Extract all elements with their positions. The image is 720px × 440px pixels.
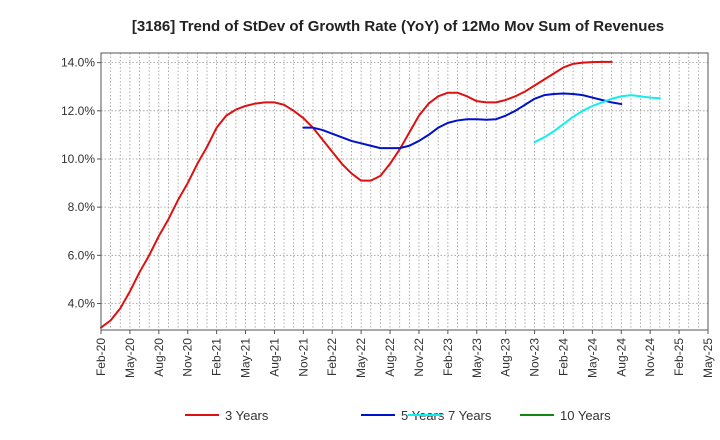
legend: 3 Years 5 Years 7 Years 10 Years xyxy=(185,408,611,423)
x-tick-label: Aug-21 xyxy=(267,338,281,377)
y-tick-label: 4.0% xyxy=(68,297,96,311)
plot-series xyxy=(100,60,661,329)
series-line-3-years xyxy=(100,60,613,329)
y-axis: 4.0% 6.0% 8.0% 10.0% 12.0% 14.0% xyxy=(61,56,101,311)
x-tick-label: Nov-23 xyxy=(528,338,542,377)
x-tick-label: Nov-20 xyxy=(181,338,195,377)
x-tick-label: Aug-20 xyxy=(152,338,166,377)
legend-label-3-years: 3 Years xyxy=(225,408,269,423)
series-line-7-years xyxy=(533,94,661,144)
x-tick-label: Nov-22 xyxy=(412,338,426,377)
grid xyxy=(101,53,708,330)
x-tick-label: May-23 xyxy=(470,338,484,378)
x-tick-label: May-22 xyxy=(354,338,368,378)
x-tick-label: May-21 xyxy=(239,338,253,378)
legend-label-7-years: 7 Years xyxy=(448,408,492,423)
x-tick-label: Nov-24 xyxy=(643,338,657,377)
x-tick-label: May-25 xyxy=(701,338,715,378)
chart-title: [3186] Trend of StDev of Growth Rate (Yo… xyxy=(132,18,664,35)
y-tick-label: 8.0% xyxy=(68,200,96,214)
plot-frame xyxy=(100,52,709,331)
series-line-5-years xyxy=(302,92,623,150)
x-tick-label: Nov-21 xyxy=(296,338,310,377)
x-tick-label: Aug-24 xyxy=(614,338,628,377)
x-tick-label: Aug-22 xyxy=(383,338,397,377)
x-axis: Feb-20 May-20 Aug-20 Nov-20 Feb-21 May-21 Aug-… xyxy=(94,330,715,378)
x-tick-label: May-20 xyxy=(123,338,137,378)
legend-label-10-years: 10 Years xyxy=(560,408,611,423)
y-tick-label: 14.0% xyxy=(61,56,95,70)
x-tick-label: Feb-24 xyxy=(556,338,570,376)
y-tick-label: 6.0% xyxy=(68,248,96,262)
x-tick-label: Feb-22 xyxy=(325,338,339,376)
x-tick-label: Feb-25 xyxy=(672,338,686,376)
y-tick-label: 10.0% xyxy=(61,152,95,166)
x-tick-label: Feb-23 xyxy=(441,338,455,376)
x-tick-label: Aug-23 xyxy=(499,338,513,377)
x-tick-label: May-24 xyxy=(585,338,599,378)
x-tick-label: Feb-20 xyxy=(94,338,108,376)
x-tick-label: Feb-21 xyxy=(210,338,224,376)
y-tick-label: 12.0% xyxy=(61,104,95,118)
